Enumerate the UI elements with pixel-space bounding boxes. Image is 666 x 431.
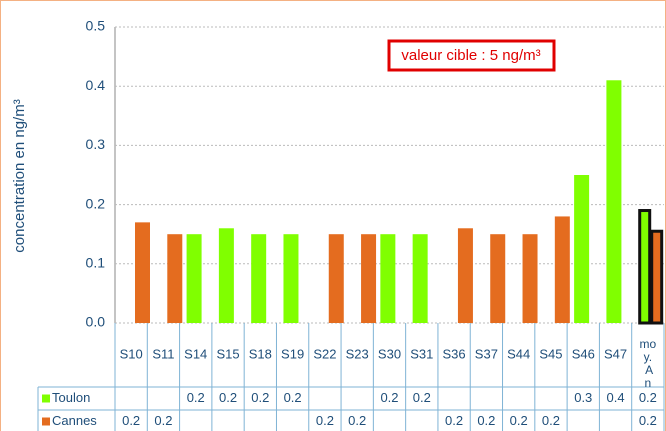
x-tick-label: S10 bbox=[120, 346, 143, 361]
bar bbox=[186, 234, 202, 323]
bar bbox=[606, 80, 622, 323]
table-value: 0.2 bbox=[219, 390, 237, 405]
annotation: valeur cible : 5 ng/m³ bbox=[401, 47, 540, 64]
x-tick-label: S11 bbox=[152, 346, 174, 361]
x-tick-label: S23 bbox=[346, 346, 369, 361]
x-tick-label: S36 bbox=[443, 346, 466, 361]
y-tick-label: 0.2 bbox=[86, 195, 106, 211]
x-tick-label: S22 bbox=[313, 346, 336, 361]
table-value: 0.2 bbox=[639, 413, 657, 428]
bar bbox=[251, 234, 267, 323]
bar bbox=[638, 209, 652, 325]
table-value: 0.2 bbox=[154, 413, 172, 428]
legend-label: Cannes bbox=[52, 413, 97, 428]
table-value: 0.2 bbox=[542, 413, 560, 428]
y-tick-label: 0.0 bbox=[86, 314, 106, 330]
x-tick-label: S31 bbox=[410, 346, 433, 361]
bar bbox=[218, 228, 234, 323]
y-tick-label: 0.4 bbox=[86, 77, 106, 93]
bar bbox=[650, 229, 664, 325]
bar bbox=[522, 234, 538, 323]
table-value: 0.2 bbox=[477, 413, 495, 428]
x-tick-label: S30 bbox=[378, 346, 401, 361]
table-value: 0.2 bbox=[510, 413, 528, 428]
legend-label: Toulon bbox=[52, 390, 90, 405]
x-tick-label: S47 bbox=[604, 346, 627, 361]
x-tick-label: S18 bbox=[249, 346, 272, 361]
bar bbox=[457, 228, 473, 323]
bar bbox=[412, 234, 428, 323]
table-value: 0.2 bbox=[413, 390, 431, 405]
table-value: 0.3 bbox=[574, 390, 592, 405]
x-tick-label: S19 bbox=[281, 346, 304, 361]
y-tick-label: 0.5 bbox=[86, 18, 106, 34]
bar bbox=[328, 234, 344, 323]
x-tick-label: S37 bbox=[475, 346, 498, 361]
x-tick-label: S44 bbox=[507, 346, 530, 361]
bar bbox=[361, 234, 377, 323]
bar bbox=[135, 222, 150, 323]
legend-swatch bbox=[42, 394, 50, 403]
table-value: 0.2 bbox=[639, 390, 657, 405]
bar bbox=[490, 234, 506, 323]
y-axis-label: concentration en ng/m³ bbox=[11, 99, 28, 252]
x-tick-label: S46 bbox=[572, 346, 595, 361]
y-tick-label: 0.3 bbox=[86, 136, 106, 152]
bar bbox=[283, 234, 299, 323]
table-value: 0.2 bbox=[348, 413, 366, 428]
table-value: 0.2 bbox=[122, 413, 140, 428]
x-tick-label: S45 bbox=[539, 346, 562, 361]
bar bbox=[380, 234, 396, 323]
x-tick-label: S14 bbox=[184, 346, 207, 361]
table-value: 0.2 bbox=[284, 390, 302, 405]
table-value: 0.2 bbox=[187, 390, 205, 405]
bar bbox=[574, 175, 590, 323]
table-value: 0.2 bbox=[380, 390, 398, 405]
legend-swatch bbox=[42, 417, 50, 426]
bar bbox=[554, 216, 570, 323]
table-value: 0.2 bbox=[445, 413, 463, 428]
table-value: 0.4 bbox=[607, 390, 625, 405]
annotation-box bbox=[387, 39, 556, 72]
y-tick-label: 0.1 bbox=[86, 255, 106, 271]
table-value: 0.2 bbox=[316, 413, 334, 428]
bar bbox=[167, 234, 183, 323]
x-tick-label: S15 bbox=[216, 346, 239, 361]
table-value: 0.2 bbox=[251, 390, 269, 405]
